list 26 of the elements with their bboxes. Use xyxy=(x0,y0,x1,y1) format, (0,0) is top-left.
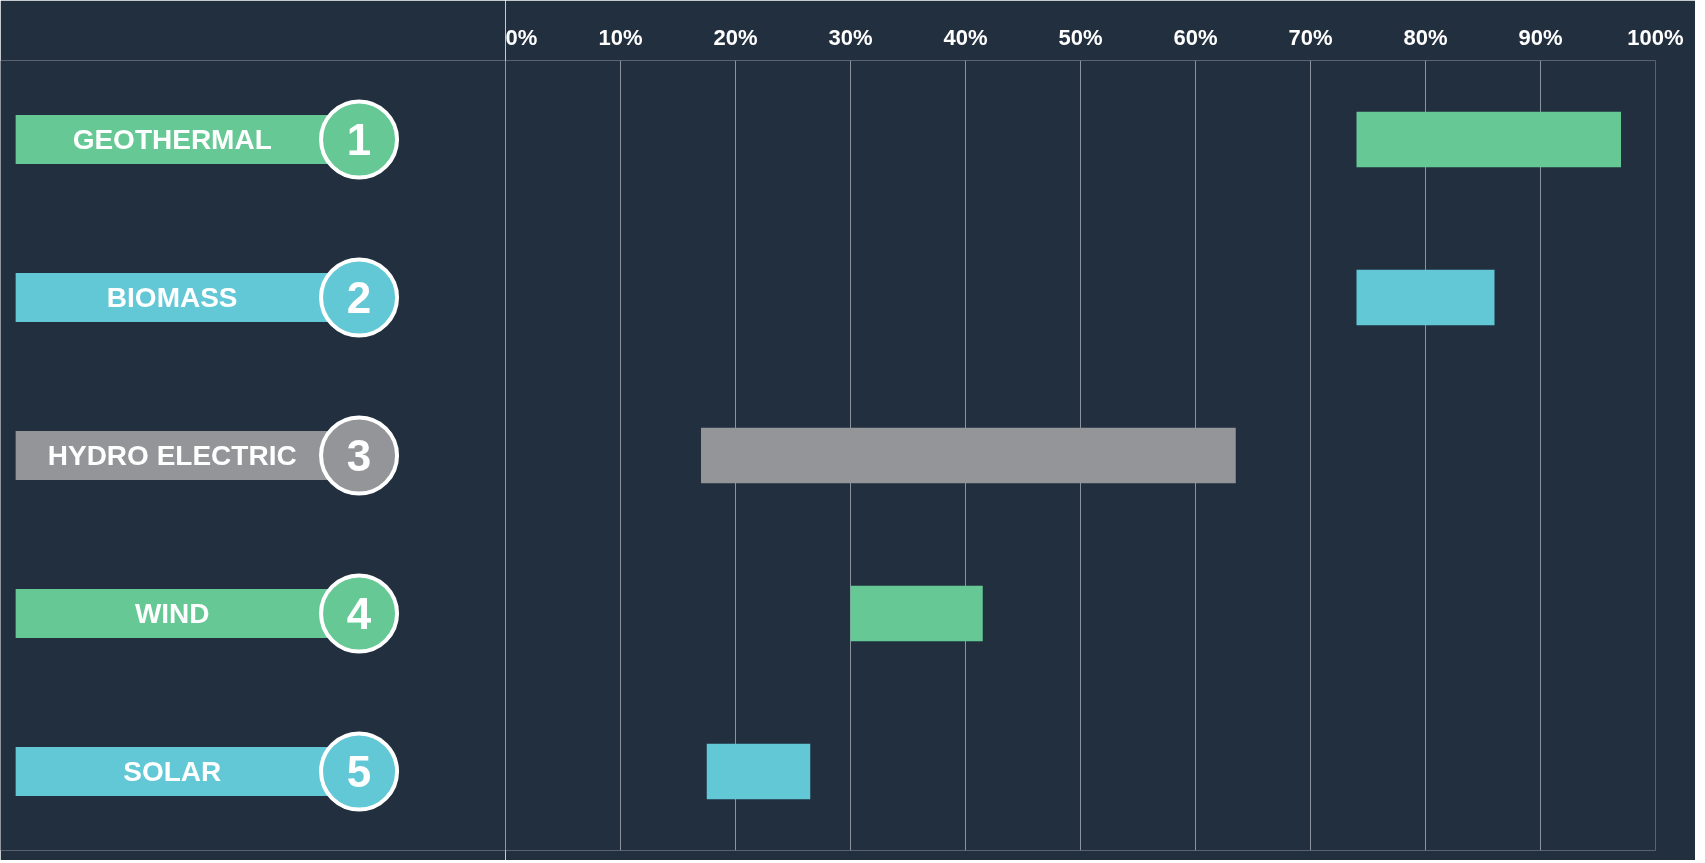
y-tick-label: HYDRO ELECTRIC xyxy=(47,440,297,471)
x-tick-label: 80% xyxy=(1403,24,1448,50)
x-tick-label: 40% xyxy=(943,24,988,50)
text: 4 xyxy=(346,589,372,638)
x-tick-label: 70% xyxy=(1288,24,1333,50)
bar xyxy=(706,743,811,800)
y-tick-label: WIND xyxy=(134,598,210,629)
bar xyxy=(1356,269,1495,326)
text: 1 xyxy=(346,115,372,164)
y-tick-label: SOLAR xyxy=(123,756,222,787)
x-tick-label: 50% xyxy=(1058,24,1103,50)
text: 5 xyxy=(346,747,372,796)
x-tick-label: 10% xyxy=(598,24,643,50)
text: 3 xyxy=(346,431,372,480)
text: 2 xyxy=(346,273,372,322)
x-tick-label: 90% xyxy=(1518,24,1563,50)
bar xyxy=(1356,111,1621,168)
x-tick-label: 100% xyxy=(1627,24,1684,50)
x-tick-label: 30% xyxy=(828,24,873,50)
y-tick-label: GEOTHERMAL xyxy=(72,124,272,155)
bar xyxy=(701,427,1236,484)
x-tick-label: 20% xyxy=(713,24,758,50)
y-tick-label: BIOMASS xyxy=(106,282,238,313)
x-tick-label: 60% xyxy=(1173,24,1218,50)
x-tick-label: 0% xyxy=(505,24,538,50)
bar xyxy=(850,585,983,642)
